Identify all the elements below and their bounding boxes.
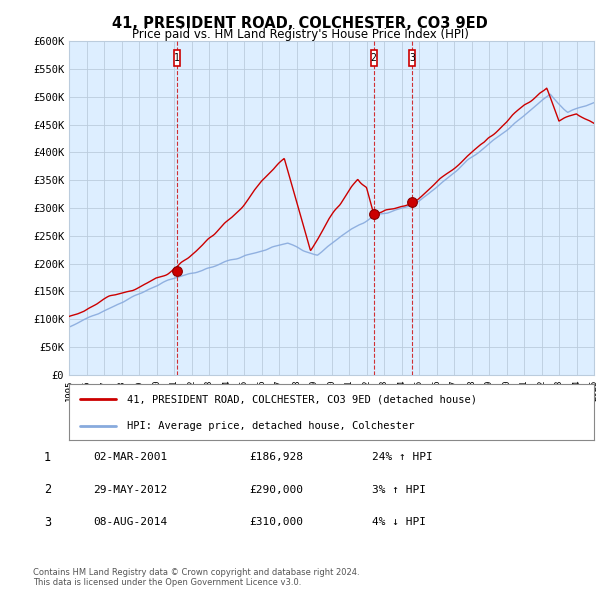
Text: 08-AUG-2014: 08-AUG-2014 [93, 517, 167, 527]
Text: HPI: Average price, detached house, Colchester: HPI: Average price, detached house, Colc… [127, 421, 414, 431]
Text: Contains HM Land Registry data © Crown copyright and database right 2024.
This d: Contains HM Land Registry data © Crown c… [33, 568, 359, 587]
Text: 29-MAY-2012: 29-MAY-2012 [93, 485, 167, 494]
FancyBboxPatch shape [409, 50, 415, 66]
Text: 41, PRESIDENT ROAD, COLCHESTER, CO3 9ED: 41, PRESIDENT ROAD, COLCHESTER, CO3 9ED [112, 16, 488, 31]
Text: 3% ↑ HPI: 3% ↑ HPI [372, 485, 426, 494]
Text: 4% ↓ HPI: 4% ↓ HPI [372, 517, 426, 527]
Text: £310,000: £310,000 [249, 517, 303, 527]
Text: 3: 3 [409, 53, 415, 63]
FancyBboxPatch shape [371, 50, 377, 66]
Text: 41, PRESIDENT ROAD, COLCHESTER, CO3 9ED (detached house): 41, PRESIDENT ROAD, COLCHESTER, CO3 9ED … [127, 394, 477, 404]
Text: 1: 1 [44, 451, 51, 464]
Text: 3: 3 [44, 516, 51, 529]
Text: 02-MAR-2001: 02-MAR-2001 [93, 453, 167, 462]
Text: £186,928: £186,928 [249, 453, 303, 462]
Text: 1: 1 [174, 53, 180, 63]
Text: 2: 2 [44, 483, 51, 496]
Text: £290,000: £290,000 [249, 485, 303, 494]
FancyBboxPatch shape [174, 50, 180, 66]
Text: 24% ↑ HPI: 24% ↑ HPI [372, 453, 433, 462]
Text: 2: 2 [371, 53, 377, 63]
Text: Price paid vs. HM Land Registry's House Price Index (HPI): Price paid vs. HM Land Registry's House … [131, 28, 469, 41]
